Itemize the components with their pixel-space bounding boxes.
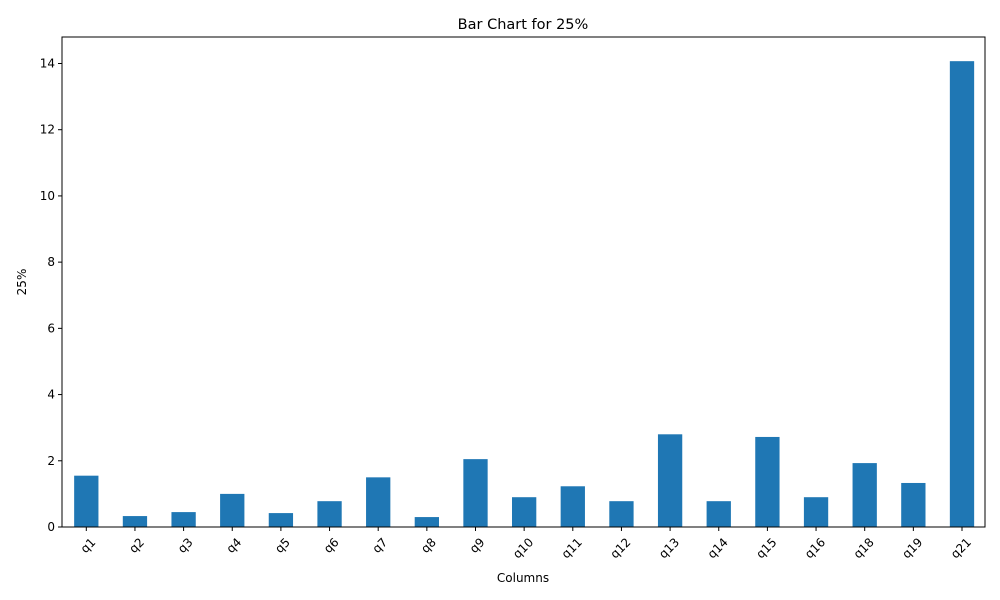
bar-q12 (609, 501, 634, 527)
y-tick-label: 8 (47, 255, 55, 269)
x-tick-label-q15: q15 (753, 535, 779, 561)
bar-q13 (657, 434, 683, 527)
y-tick-label: 4 (47, 388, 55, 402)
x-tick-label-q7: q7 (370, 535, 391, 556)
bar-q2 (122, 516, 148, 527)
x-tick-label-q16: q16 (802, 535, 828, 561)
bars-group (74, 61, 975, 528)
x-tick-label-q13: q13 (656, 535, 682, 561)
x-tick-label-q18: q18 (851, 535, 877, 561)
x-tick-label-q1: q1 (78, 535, 99, 556)
bar-q18 (852, 463, 877, 527)
x-tick-label-q5: q5 (272, 535, 293, 556)
bar-q14 (706, 501, 731, 527)
y-tick-label: 0 (47, 520, 55, 534)
bar-q4 (220, 493, 245, 527)
bar-q6 (317, 501, 342, 527)
bar-q19 (901, 482, 926, 527)
y-tick-label: 14 (40, 56, 55, 70)
x-tick-label-q6: q6 (321, 535, 342, 556)
bar-q9 (463, 459, 488, 527)
y-tick-label: 6 (47, 321, 55, 335)
x-axis-title: Columns (497, 571, 549, 585)
y-tick-label: 12 (40, 123, 55, 137)
chart-title: Bar Chart for 25% (458, 17, 589, 33)
x-tick-label-q3: q3 (175, 535, 196, 556)
x-tick-label-q19: q19 (899, 535, 925, 561)
bar-q11 (560, 486, 585, 527)
x-tick-label-q9: q9 (467, 535, 488, 556)
bar-q15 (755, 436, 780, 527)
x-axis: q1 q2 q3 q4 q5 q6 q7 q8 q9 q10 q11 q12 q13 q14 q15 q16 q… (78, 527, 974, 561)
bar-q1 (74, 475, 99, 527)
bar-q16 (803, 497, 829, 527)
x-tick-label-q11: q11 (559, 535, 585, 561)
bar-q5 (268, 513, 294, 527)
x-tick-label-q21: q21 (948, 535, 974, 561)
bar-q21 (949, 61, 975, 528)
x-tick-label-q2: q2 (126, 535, 147, 556)
y-axis-title: 25% (15, 269, 29, 296)
plot-frame (61, 36, 986, 528)
y-axis: 0 2 4 6 8 10 12 14 (40, 56, 62, 534)
x-tick-label-q10: q10 (510, 535, 536, 561)
bar-q3 (171, 512, 196, 527)
bar-q7 (366, 477, 391, 527)
y-tick-label: 10 (40, 189, 55, 203)
x-tick-label-q14: q14 (705, 535, 731, 561)
bar-q8 (414, 517, 439, 527)
y-tick-label: 2 (47, 454, 55, 468)
x-tick-label-q8: q8 (418, 535, 439, 556)
bar-q10 (512, 497, 537, 527)
x-tick-label-q12: q12 (607, 535, 633, 561)
x-tick-label-q4: q4 (224, 535, 245, 556)
